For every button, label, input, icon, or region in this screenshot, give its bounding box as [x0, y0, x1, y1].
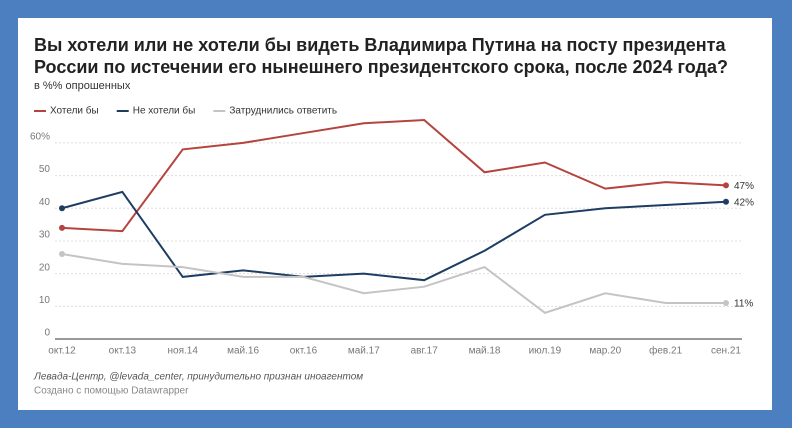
end-dot — [723, 182, 729, 189]
source: Левада-Центр, @levada_center, принудител… — [33, 372, 363, 383]
legend-label: Не хотели бы — [133, 105, 196, 117]
x-tick-label: ноя.14 — [168, 346, 199, 357]
x-tick-label: авг.17 — [411, 346, 439, 357]
legend-label: Хотели бы — [50, 105, 99, 117]
chart-subtitle: в %% опрошенных — [34, 80, 131, 92]
x-tick-label: май.18 — [469, 346, 501, 357]
card — [18, 18, 772, 410]
end-dot — [723, 300, 729, 307]
end-dot — [723, 198, 729, 205]
end-dot — [59, 251, 65, 258]
end-dot — [59, 224, 65, 231]
y-tick-label: 10 — [39, 295, 51, 306]
series-line — [61, 118, 727, 233]
series-line — [61, 253, 726, 314]
x-tick-label: мар.20 — [589, 346, 621, 357]
y-tick-label: 30 — [39, 230, 51, 241]
x-tick-label: окт.16 — [290, 346, 318, 357]
x-tick-label: окт.13 — [109, 346, 137, 357]
y-tick-label: 50 — [39, 164, 51, 175]
x-tick-label: окт.12 — [48, 346, 76, 357]
y-tick-label: 40 — [39, 197, 51, 208]
y-tick-label: 0 — [44, 328, 50, 339]
x-tick-label: фев.21 — [649, 345, 682, 357]
x-tick-label: май.16 — [227, 346, 259, 357]
chart-title: Вы хотели или не хотели бы видеть Владим… — [34, 35, 728, 77]
value-label: 11% — [734, 299, 753, 310]
y-tick-label: 20 — [39, 262, 51, 273]
value-label: 47% — [734, 181, 754, 192]
y-tick-label: 60% — [30, 132, 50, 143]
x-tick-label: июл.19 — [529, 346, 562, 357]
credit: Создано с помощью Datawrapper — [34, 386, 189, 397]
end-dot — [59, 205, 65, 212]
x-tick-label: май.17 — [348, 346, 380, 357]
x-tick-label: сен.21 — [711, 346, 741, 357]
series-line — [61, 190, 727, 282]
legend-label: Затруднились ответить — [229, 106, 337, 117]
value-label: 42% — [734, 197, 754, 208]
